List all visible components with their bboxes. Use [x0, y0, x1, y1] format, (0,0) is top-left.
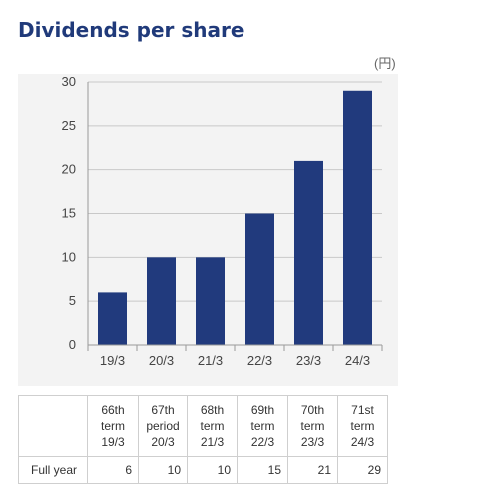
table-cell: 10 — [138, 456, 188, 484]
chart-title: Dividends per share — [18, 18, 245, 42]
y-tick-label: 5 — [69, 293, 76, 308]
y-tick-label: 20 — [62, 162, 76, 177]
table-header-row: 66th term 19/3 67th period 20/3 68th ter… — [18, 395, 388, 457]
header-term-number: 66th — [101, 403, 125, 417]
header-term-word: term — [350, 419, 375, 433]
unit-label: (円) — [374, 56, 396, 71]
dividend-table: 66th term 19/3 67th period 20/3 68th ter… — [18, 395, 388, 484]
header-fiscal-period: 22/3 — [250, 435, 275, 449]
y-tick-label: 25 — [62, 118, 76, 133]
bar — [98, 292, 127, 345]
header-term-number: 69th — [250, 403, 275, 417]
x-tick-label: 19/3 — [100, 353, 125, 368]
x-tick-label: 22/3 — [247, 353, 272, 368]
x-tick-label: 23/3 — [296, 353, 321, 368]
bar — [294, 160, 323, 345]
header-term-word: term — [300, 419, 325, 433]
table-cell: 29 — [337, 456, 388, 484]
header-fiscal-period: 20/3 — [151, 435, 175, 449]
row-label: Full year — [18, 456, 88, 484]
table-column-header: 66th term 19/3 — [87, 395, 139, 457]
header-term-word: term — [101, 419, 125, 433]
header-fiscal-period: 21/3 — [200, 435, 225, 449]
table-column-header: 71st term 24/3 — [337, 395, 388, 457]
table-column-header: 70th term 23/3 — [287, 395, 338, 457]
table-column-header: 69th term 22/3 — [237, 395, 288, 457]
y-tick-label: 15 — [62, 206, 76, 221]
table-cell: 10 — [187, 456, 238, 484]
bar-chart: 0 5 10 15 20 25 30 19/3 20/3 21/3 22/3 23/3 24/3 — [62, 74, 383, 368]
table-corner-cell — [18, 395, 88, 457]
bar — [245, 213, 274, 345]
bar — [343, 90, 372, 346]
header-fiscal-period: 19/3 — [101, 435, 125, 449]
header-term-number: 70th — [300, 403, 325, 417]
table-row: Full year 6 10 10 15 21 29 — [18, 456, 388, 484]
x-tick-label: 20/3 — [149, 353, 174, 368]
x-tick-label: 21/3 — [198, 353, 223, 368]
table-cell: 21 — [287, 456, 338, 484]
header-term-number: 67th — [151, 403, 175, 417]
x-tick-label: 24/3 — [345, 353, 370, 368]
y-tick-label: 0 — [69, 337, 76, 352]
header-fiscal-period: 24/3 — [350, 435, 375, 449]
y-tick-label: 30 — [62, 74, 76, 89]
header-term-number: 68th — [200, 403, 225, 417]
header-term-number: 71st — [351, 403, 374, 417]
table-cell: 6 — [87, 456, 139, 484]
table-cell: 15 — [237, 456, 288, 484]
bar — [196, 257, 225, 345]
header-term-word: term — [250, 419, 275, 433]
bar — [147, 257, 176, 345]
header-term-word: period — [146, 419, 180, 433]
table-column-header: 67th period 20/3 — [138, 395, 188, 457]
table-column-header: 68th term 21/3 — [187, 395, 238, 457]
header-term-word: term — [200, 419, 225, 433]
header-fiscal-period: 23/3 — [300, 435, 325, 449]
y-tick-label: 10 — [62, 249, 76, 264]
